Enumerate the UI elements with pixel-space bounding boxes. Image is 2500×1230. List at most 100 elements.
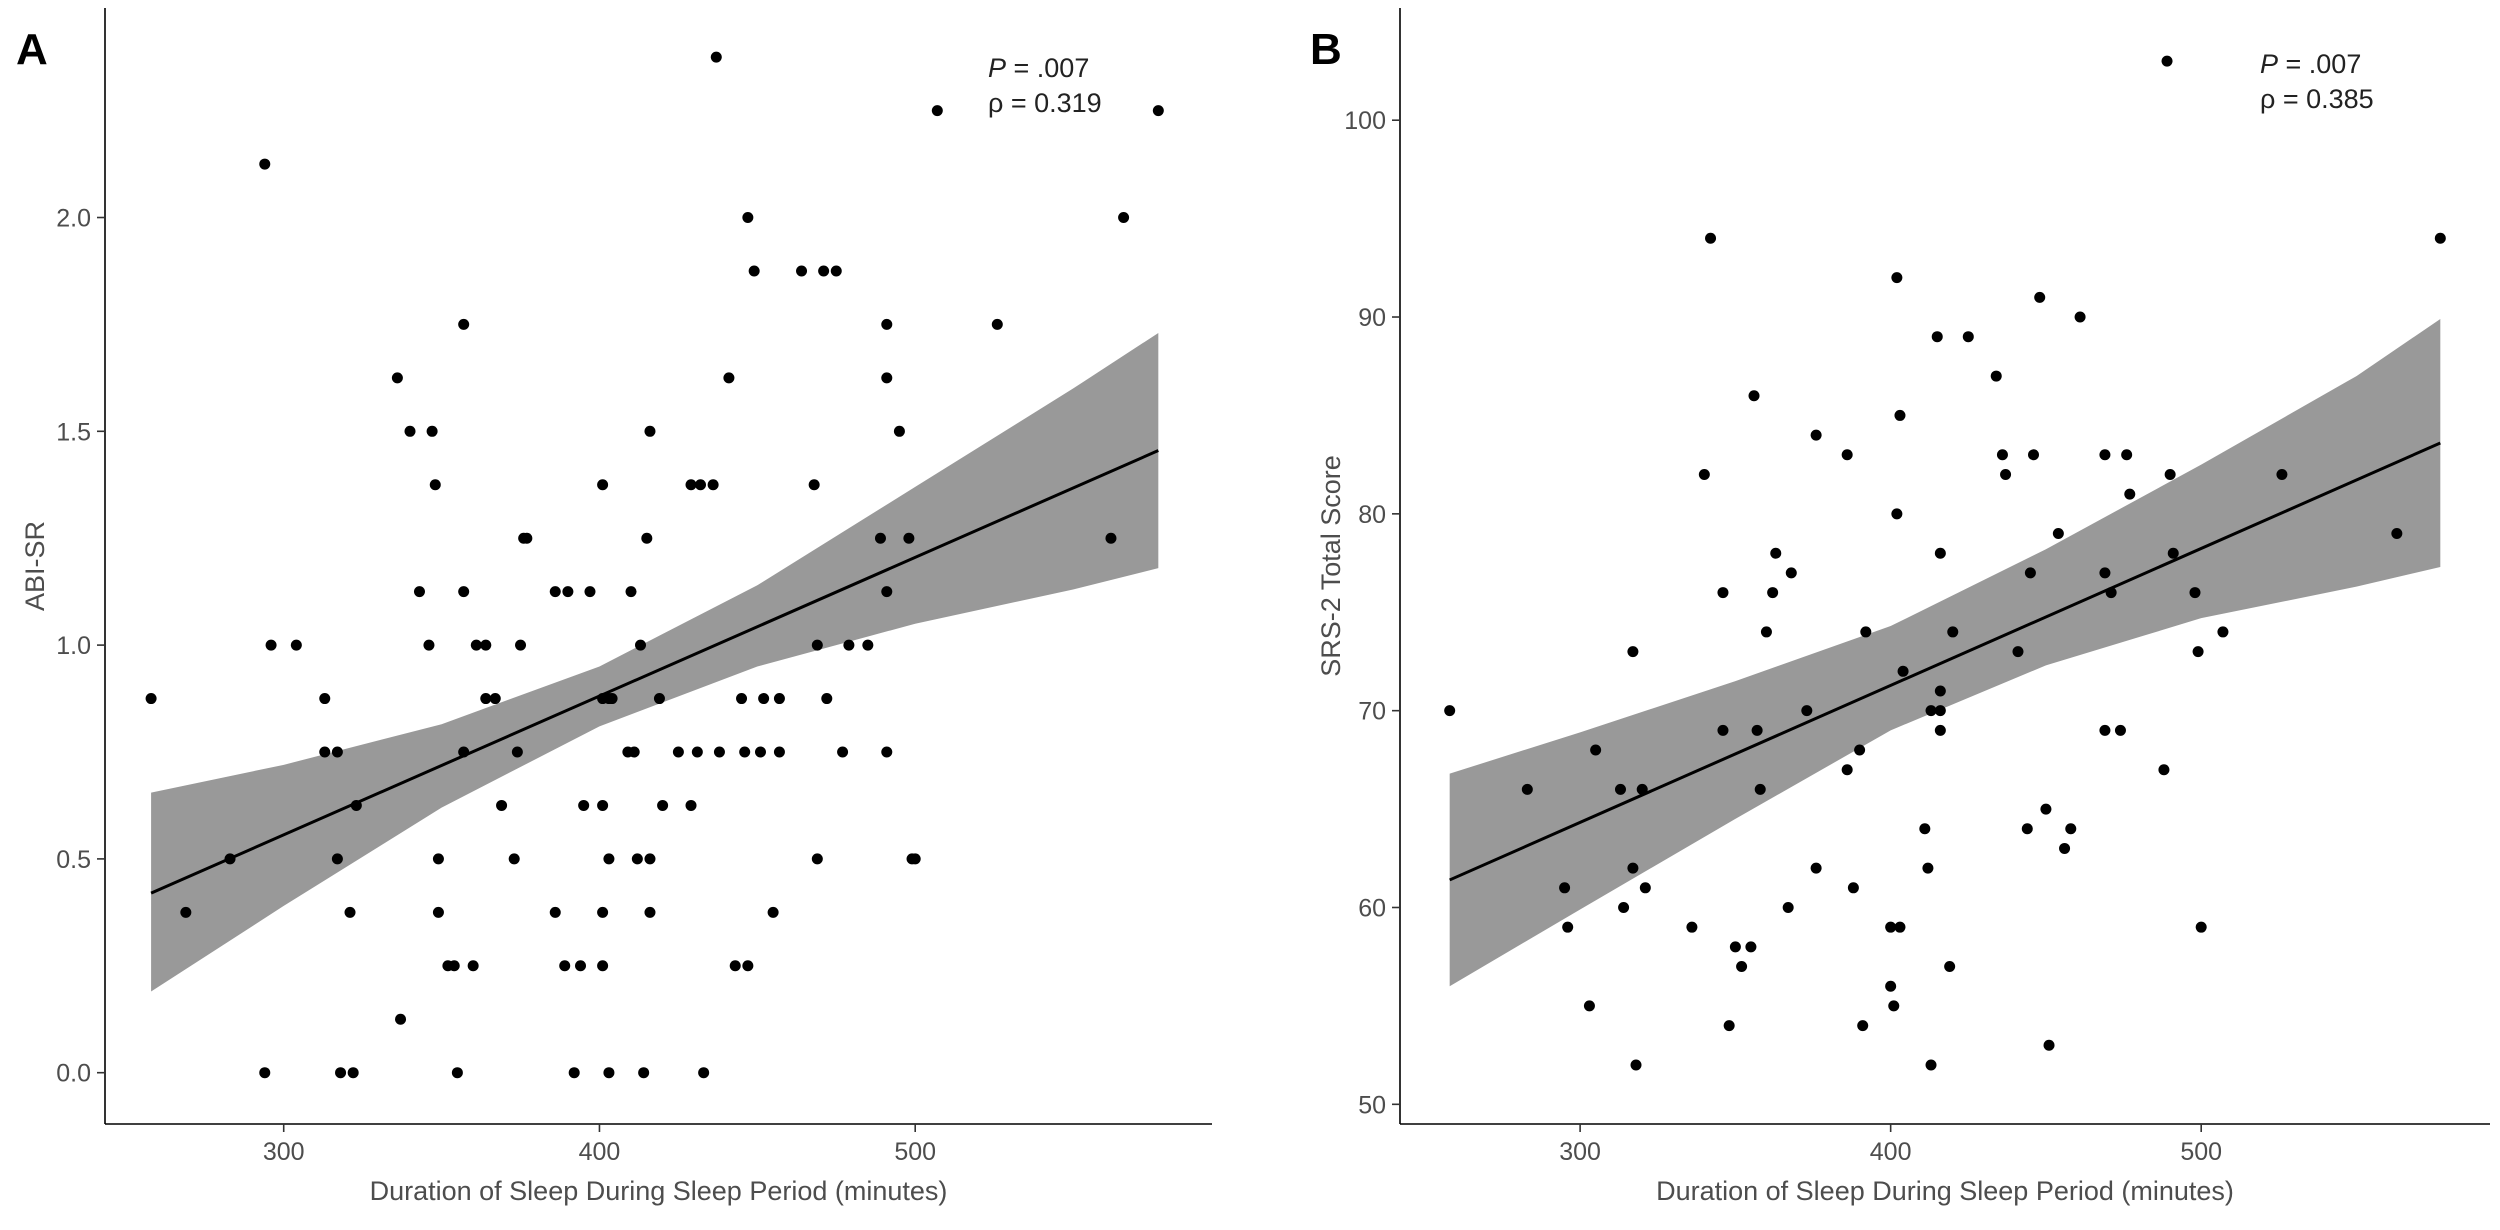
data-point [413, 586, 425, 598]
data-point [319, 746, 331, 758]
data-point [2099, 724, 2111, 736]
data-point [1627, 646, 1639, 658]
data-point [909, 853, 921, 865]
data-point [1847, 882, 1859, 894]
data-point [2034, 291, 2046, 303]
data-point [480, 639, 492, 651]
data-point [818, 265, 830, 277]
data-point [1885, 921, 1897, 933]
data-point [2028, 449, 2040, 461]
data-point [1583, 1000, 1595, 1012]
data-point [432, 906, 444, 918]
data-point [1801, 705, 1813, 717]
data-point [1698, 468, 1710, 480]
x-tick-label: 300 [1559, 1138, 1601, 1166]
data-point [991, 318, 1003, 330]
data-point [625, 586, 637, 598]
data-point [2124, 488, 2136, 500]
y-tick-label: 0.5 [56, 846, 91, 874]
data-point [335, 1067, 347, 1079]
data-point [2021, 823, 2033, 835]
data-point [1717, 587, 1729, 599]
data-point [1748, 390, 1760, 402]
data-point [1944, 961, 1956, 973]
panel-label: B [1310, 25, 1342, 74]
data-point [578, 799, 590, 811]
data-point [508, 853, 520, 865]
data-point [1105, 532, 1117, 544]
data-point [644, 425, 656, 437]
data-point [575, 960, 587, 972]
y-axis-title: ABI-SR [20, 521, 50, 611]
data-point [723, 372, 735, 384]
data-point [1745, 941, 1757, 953]
data-point [710, 51, 722, 63]
y-tick-label: 1.5 [56, 418, 91, 446]
data-point [685, 799, 697, 811]
data-point [1934, 685, 1946, 697]
data-point [1717, 724, 1729, 736]
data-point [1996, 449, 2008, 461]
panel-label: A [16, 25, 48, 74]
data-point [1614, 783, 1626, 795]
data-point [467, 960, 479, 972]
data-point [331, 853, 343, 865]
data-point [1521, 783, 1533, 795]
data-point [1894, 921, 1906, 933]
data-point [2276, 468, 2288, 480]
data-point [748, 265, 760, 277]
data-point [145, 693, 157, 705]
y-tick-label: 50 [1358, 1091, 1386, 1119]
data-point [480, 693, 492, 705]
data-point [1885, 980, 1897, 992]
data-point [2195, 921, 2207, 933]
data-point [843, 639, 855, 651]
data-point [1897, 665, 1909, 677]
p-symbol: P [988, 53, 1006, 83]
confidence-band [1449, 318, 2441, 987]
data-point [549, 906, 561, 918]
data-point [1767, 587, 1779, 599]
data-point [2099, 449, 2111, 461]
data-point [496, 799, 508, 811]
data-point [698, 1067, 710, 1079]
data-point [521, 532, 533, 544]
y-tick-label: 2.0 [56, 205, 91, 233]
data-point [1810, 862, 1822, 874]
data-point [742, 960, 754, 972]
y-tick-label: 1.0 [56, 632, 91, 660]
data-point [470, 639, 482, 651]
data-point [1754, 783, 1766, 795]
data-point [1751, 724, 1763, 736]
p-value: P = .007 [2260, 49, 2361, 79]
data-point [597, 479, 609, 491]
data-point [423, 639, 435, 651]
data-point [603, 853, 615, 865]
data-point [811, 639, 823, 651]
y-tick-label: 80 [1358, 501, 1386, 529]
data-point [391, 372, 403, 384]
p-text: = .007 [1006, 53, 1089, 83]
data-point [837, 746, 849, 758]
data-point [597, 799, 609, 811]
p-value: P = .007 [988, 53, 1089, 83]
data-point [1891, 272, 1903, 284]
data-point [2121, 449, 2133, 461]
data-point [331, 746, 343, 758]
x-axis-title: Duration of Sleep During Sleep Period (m… [1656, 1176, 2234, 1206]
data-point [635, 639, 647, 651]
data-point [1729, 941, 1741, 953]
data-point [773, 746, 785, 758]
y-tick-label: 0.0 [56, 1060, 91, 1088]
data-point [672, 746, 684, 758]
x-tick-label: 500 [894, 1138, 936, 1166]
x-tick-label: 500 [2180, 1138, 2222, 1166]
data-point [1627, 862, 1639, 874]
data-point [903, 532, 915, 544]
data-point [739, 746, 751, 758]
data-point [754, 746, 766, 758]
y-tick-label: 70 [1358, 698, 1386, 726]
data-point [1118, 212, 1130, 224]
data-point [2040, 803, 2052, 815]
